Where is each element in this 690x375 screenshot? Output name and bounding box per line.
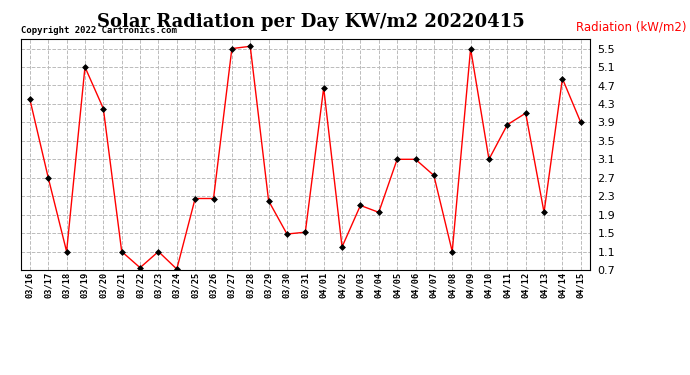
Text: Solar Radiation per Day KW/m2 20220415: Solar Radiation per Day KW/m2 20220415	[97, 13, 524, 31]
Text: Copyright 2022 Cartronics.com: Copyright 2022 Cartronics.com	[21, 26, 177, 35]
Text: Radiation (kW/m2): Radiation (kW/m2)	[576, 21, 687, 34]
